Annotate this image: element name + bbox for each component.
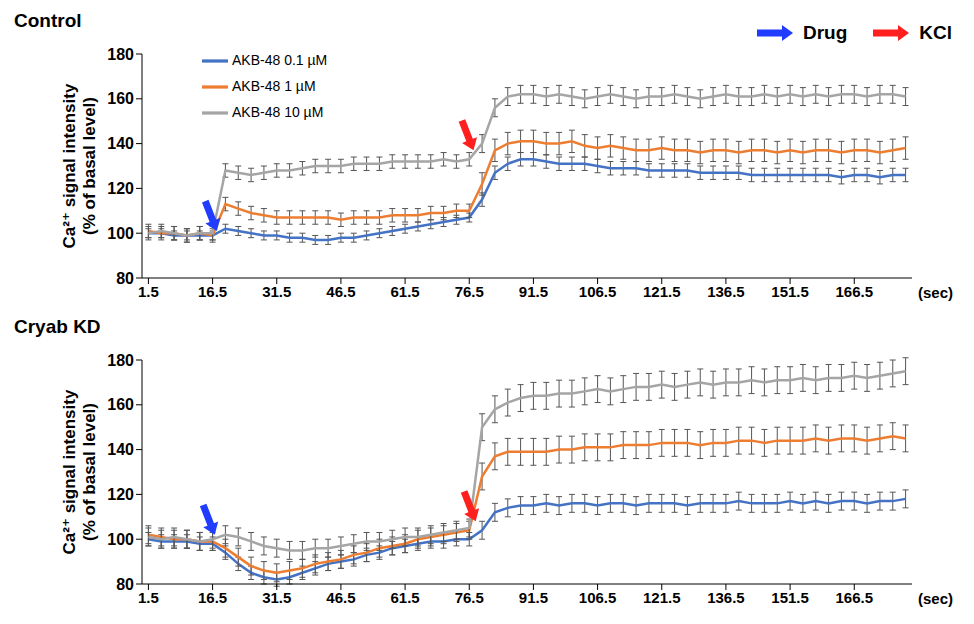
svg-text:31.5: 31.5 [262,589,291,606]
svg-text:100: 100 [107,225,134,242]
svg-text:100: 100 [107,531,134,548]
svg-text:121.5: 121.5 [643,589,681,606]
html-text:Cryab KD: Cryab KD [14,316,101,337]
svg-text:151.5: 151.5 [771,283,809,300]
svg-text:16.5: 16.5 [198,589,227,606]
html-text:KCl: KCl [919,22,952,43]
svg-text:160: 160 [107,396,134,413]
svg-text:31.5: 31.5 [262,283,291,300]
svg-text:16.5: 16.5 [198,283,227,300]
html-text:Drug: Drug [802,22,848,43]
html-text:Control: Control [14,10,82,31]
svg-text:1.5: 1.5 [138,589,159,606]
svg-text:121.5: 121.5 [643,283,681,300]
svg-text:80: 80 [116,270,134,287]
svg-text:166.5: 166.5 [835,283,873,300]
svg-text:76.5: 76.5 [455,283,484,300]
svg-text:61.5: 61.5 [390,283,419,300]
svg-text:1.5: 1.5 [138,283,159,300]
html-text:(sec): (sec) [918,284,953,301]
html-text:Ca²⁺ signal intensity: Ca²⁺ signal intensity [60,389,79,555]
svg-text:61.5: 61.5 [390,589,419,606]
svg-text:120: 120 [107,180,134,197]
svg-text:136.5: 136.5 [707,589,745,606]
html-text:(sec): (sec) [918,590,953,607]
svg-text:91.5: 91.5 [519,589,548,606]
svg-text:106.5: 106.5 [579,283,617,300]
svg-text:160: 160 [107,90,134,107]
svg-text:140: 140 [107,135,134,152]
html-text:(% of basal level): (% of basal level) [80,403,99,541]
svg-text:180: 180 [107,352,134,369]
svg-text:46.5: 46.5 [326,283,355,300]
svg-text:180: 180 [107,46,134,63]
html-text:Ca²⁺ signal intensity: Ca²⁺ signal intensity [60,83,79,249]
html-text:AKB-48 1 µM: AKB-48 1 µM [232,77,316,94]
svg-text:76.5: 76.5 [455,589,484,606]
html-text:(% of basal level): (% of basal level) [80,97,99,235]
svg-text:136.5: 136.5 [707,283,745,300]
svg-text:46.5: 46.5 [326,589,355,606]
svg-text:166.5: 166.5 [835,589,873,606]
svg-text:106.5: 106.5 [579,589,617,606]
html-text:AKB-48 10 µM: AKB-48 10 µM [232,103,324,120]
svg-text:80: 80 [116,576,134,593]
html-text:AKB-48 0.1 µM: AKB-48 0.1 µM [232,51,328,68]
svg-text:120: 120 [107,486,134,503]
svg-text:91.5: 91.5 [519,283,548,300]
svg-text:140: 140 [107,441,134,458]
svg-text:151.5: 151.5 [771,589,809,606]
